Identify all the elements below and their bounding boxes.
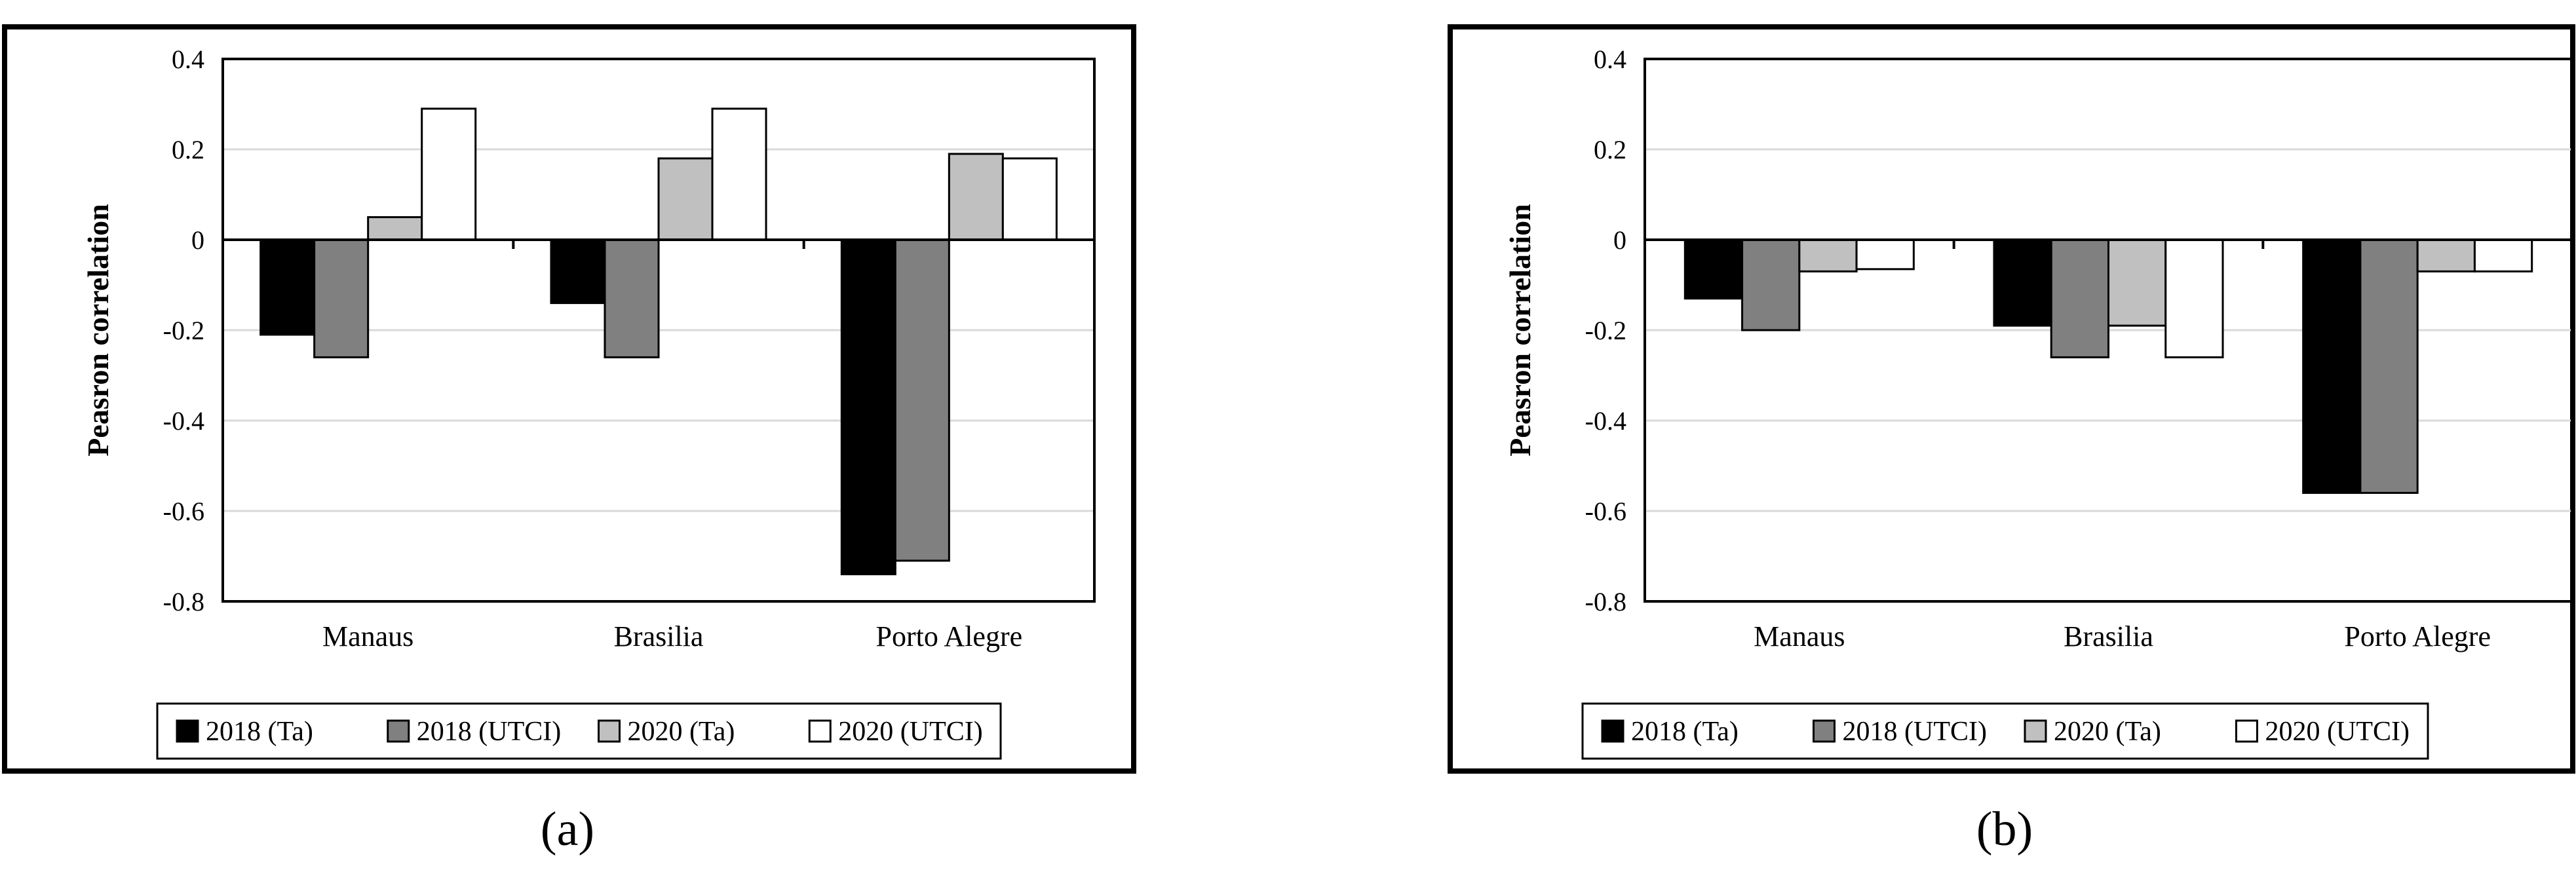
legend-swatch [1601, 719, 1624, 743]
category-label: Porto Alegre [2344, 620, 2491, 652]
bar [2107, 238, 2167, 327]
category-label: Manaus [322, 620, 413, 652]
bar [1683, 238, 1744, 300]
legend: 2018 (Ta) 2018 (UTCI) 2020 (Ta) 2020 (UTCI) [1581, 702, 2429, 760]
legend-label: 2020 (Ta) [628, 717, 735, 747]
bar [2473, 238, 2533, 273]
legend-swatch [2235, 719, 2258, 743]
chart-frame [2, 24, 1136, 774]
category-label: Brasilia [614, 620, 704, 652]
legend-swatch [1813, 719, 1836, 743]
bar [2416, 238, 2476, 273]
bar [367, 216, 423, 241]
panel-caption: (b) [1976, 802, 2033, 856]
panel-caption: (a) [541, 802, 594, 856]
bar [948, 153, 1004, 241]
legend-swatch [598, 719, 621, 743]
y-tick-label: -0.8 [163, 587, 204, 616]
plot-area [221, 58, 1096, 603]
y-tick-label: -0.6 [1585, 497, 1626, 526]
y-tick-label: -0.8 [1585, 587, 1626, 616]
chart-panel-a: 0.4 0.2 0 -0.2 -0.4 -0.6 -0.8 Peasron correlati… [2, 24, 1136, 774]
y-tick-label: 0 [1613, 225, 1626, 255]
legend-label: 2020 (UTCI) [838, 717, 982, 747]
y-tick-label: -0.2 [1585, 316, 1626, 345]
bar [1993, 238, 2052, 327]
y-tick-label: -0.6 [163, 497, 204, 526]
bar [1855, 238, 1915, 271]
y-tick-label: 0.4 [1594, 45, 1626, 74]
legend: 2018 (Ta) 2018 (UTCI) 2020 (Ta) 2020 (UTCI) [156, 702, 1002, 760]
category-label: Manaus [1754, 620, 1845, 652]
legend-box [1581, 702, 2429, 760]
y-tick-label: 0.2 [1594, 135, 1626, 164]
y-tick-label: -0.2 [163, 316, 204, 345]
legend-swatch [176, 719, 199, 743]
legend-label: 2020 (Ta) [2054, 717, 2161, 747]
y-tick-label: 0 [191, 225, 204, 255]
bar [2050, 238, 2110, 358]
legend-label: 2018 (Ta) [1631, 717, 1739, 747]
legend-box [156, 702, 1002, 760]
bar [1741, 238, 1801, 331]
y-tick-label: 0.2 [172, 135, 204, 164]
bar [1001, 157, 1058, 241]
legend-swatch [2024, 719, 2047, 743]
chart-panel-b: 0.4 0.2 0 -0.2 -0.4 -0.6 -0.8 Peasron correlati… [1448, 24, 2575, 774]
legend-swatch [387, 719, 410, 743]
y-tick-label: 0.4 [172, 45, 204, 74]
plot-area [1644, 58, 2573, 603]
bar [421, 107, 477, 241]
y-axis-title: Peasron correlation [1503, 204, 1537, 456]
bar [550, 238, 606, 305]
category-label: Porto Alegre [876, 620, 1023, 652]
y-tick-label: -0.4 [163, 406, 204, 436]
bar [840, 238, 896, 576]
category-label: Brasilia [2064, 620, 2153, 652]
y-tick-label: -0.4 [1585, 406, 1626, 436]
legend-label: 2018 (Ta) [206, 717, 313, 747]
legend-swatch [808, 719, 832, 743]
legend-label: 2020 (UTCI) [2265, 717, 2410, 747]
bar [894, 238, 950, 562]
bar [657, 157, 714, 241]
bar [2164, 238, 2224, 358]
bar [2359, 238, 2419, 494]
y-axis-title: Peasron correlation [81, 204, 115, 456]
legend-label: 2018 (UTCI) [1843, 717, 1987, 747]
bar [2302, 238, 2362, 494]
bar [711, 107, 767, 241]
bar [260, 238, 316, 336]
bar [1798, 238, 1858, 273]
bar [604, 238, 660, 358]
legend-label: 2018 (UTCI) [417, 717, 561, 747]
bar [313, 238, 370, 358]
